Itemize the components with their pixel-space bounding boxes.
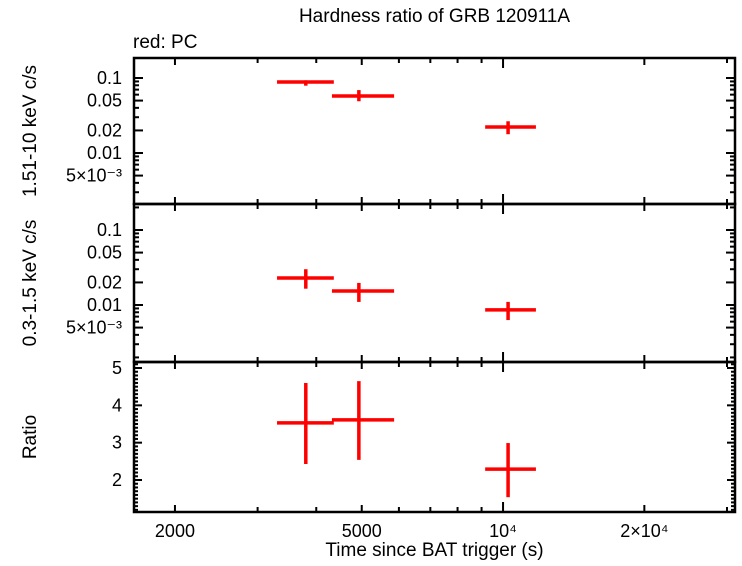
y-tick-label: 4 [112, 395, 122, 415]
y-tick-label: 2 [112, 470, 122, 490]
y-tick-label: 0.1 [97, 68, 122, 88]
legend-mode-note: red: PC [133, 32, 198, 53]
x-axis-title: Time since BAT trigger (s) [325, 540, 544, 561]
x-tick-label: 10⁴ [489, 521, 517, 541]
chart-title: Hardness ratio of GRB 120911A [298, 6, 571, 27]
y-tick-label: 0.01 [87, 295, 122, 315]
data-point-hard-rate [485, 121, 536, 135]
y-tick-label: 0.05 [87, 91, 122, 111]
x-tick-label: 5000 [342, 521, 382, 541]
y-tick-label: 0.05 [87, 243, 122, 263]
plot-frame-hard-rate [132, 56, 737, 206]
plot-frame-ratio [132, 360, 737, 514]
y-tick-label: 3 [112, 433, 122, 453]
y-tick-label: 5 [112, 358, 122, 378]
data-point-hard-rate [277, 80, 334, 86]
data-point-hard-rate [331, 90, 395, 102]
panel-hard-rate: 0.1 0.05 0.02 0.01 5×10⁻³ [66, 56, 737, 206]
data-point-soft-rate [485, 301, 536, 321]
data-point-soft-rate [277, 269, 334, 289]
data-point-ratio [277, 382, 334, 464]
y-tick-label: 5×10⁻³ [66, 318, 122, 338]
y-tick-label: 0.02 [87, 272, 122, 292]
data-point-soft-rate [331, 282, 395, 302]
panel-soft-rate: 0.1 0.05 0.02 0.01 5×10⁻³ [66, 202, 737, 364]
x-tick-label: 2000 [155, 521, 195, 541]
y-tick-label: 0.01 [87, 143, 122, 163]
y-tick-label: 0.02 [87, 120, 122, 140]
y-tick-label: 5×10⁻³ [66, 166, 122, 186]
panel-ratio: 5 4 3 2 [112, 358, 737, 514]
plot-frame-soft-rate [132, 202, 737, 364]
y-tick-label: 0.1 [97, 220, 122, 240]
data-point-ratio [331, 381, 395, 460]
data-point-ratio [485, 443, 536, 498]
x-tick-label: 2×10⁴ [620, 521, 668, 541]
